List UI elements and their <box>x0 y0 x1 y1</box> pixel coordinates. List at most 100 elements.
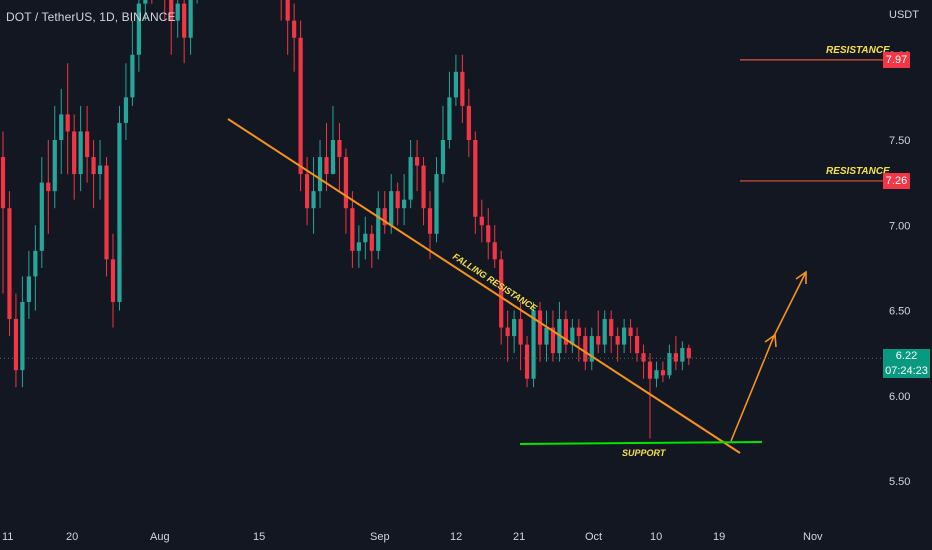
x-tick-label: Sep <box>370 531 390 543</box>
candle-body <box>647 361 653 379</box>
candle-body <box>460 71 465 106</box>
candle <box>492 225 497 268</box>
candle-body <box>660 370 666 376</box>
candle <box>182 0 187 64</box>
candle <box>343 148 349 234</box>
candle <box>557 301 562 362</box>
candle-countdown: 07:24:23 <box>885 365 928 378</box>
candle <box>65 63 70 175</box>
y-tick-label: 7.50 <box>889 135 910 147</box>
candle-body <box>33 250 38 277</box>
candle-body <box>59 114 64 140</box>
candle-body <box>615 336 620 345</box>
candle <box>686 344 691 366</box>
candle-body <box>641 353 646 362</box>
candle-body <box>317 157 323 192</box>
candle-body <box>408 157 413 200</box>
resistance-label-lower: RESISTANCE <box>826 166 890 177</box>
candle <box>0 131 6 294</box>
candle-body <box>447 97 452 140</box>
candle <box>292 3 297 72</box>
candle-body <box>622 327 627 345</box>
candle <box>78 105 83 192</box>
candle <box>447 71 452 149</box>
y-tick-label: 6.00 <box>889 391 910 403</box>
candle-body <box>544 327 549 345</box>
candle <box>680 341 685 371</box>
axis-layer: USDT10.5010.009.509.008.508.007.507.006.… <box>2 9 919 543</box>
candle-body <box>414 157 420 166</box>
candle-body <box>143 0 148 4</box>
candle-body <box>72 131 77 175</box>
projection-path <box>730 271 807 442</box>
x-tick-label: Aug <box>150 531 170 543</box>
candle-body <box>421 165 426 209</box>
x-tick-label: 21 <box>513 531 525 543</box>
candle <box>414 140 420 192</box>
candle-body <box>117 122 122 302</box>
candle <box>143 0 148 21</box>
candle <box>39 157 44 268</box>
candle-body <box>110 259 116 302</box>
candle-body <box>285 0 290 21</box>
support-line[interactable] <box>519 441 763 445</box>
x-tick-label: 19 <box>713 531 725 543</box>
candle <box>667 344 672 379</box>
candle <box>453 54 458 106</box>
candle-body <box>609 319 614 337</box>
candle <box>583 327 588 371</box>
candle <box>196 0 198 4</box>
candle <box>46 140 51 234</box>
candle-body <box>440 140 446 175</box>
candle-body <box>673 353 678 362</box>
candle <box>356 225 361 268</box>
candle <box>317 140 323 209</box>
candle-body <box>311 191 316 209</box>
candle <box>512 310 517 354</box>
y-tick-label: 6.50 <box>889 306 910 318</box>
candle-body <box>85 131 90 158</box>
candle-body <box>531 310 536 379</box>
x-tick-label: 10 <box>650 531 662 543</box>
falling-resistance-line[interactable] <box>227 118 741 454</box>
candle-body <box>634 336 640 354</box>
candle-body <box>343 157 349 209</box>
candle-body <box>518 319 523 345</box>
candle <box>110 233 116 328</box>
candle <box>596 310 601 354</box>
candle-body <box>78 131 83 175</box>
candle <box>589 327 594 371</box>
candle-body <box>350 208 355 251</box>
candle <box>324 122 329 192</box>
candle <box>460 54 465 123</box>
candle <box>622 319 627 354</box>
candle-body <box>473 140 478 217</box>
candle <box>151 0 153 4</box>
candle <box>408 140 413 209</box>
candle <box>369 225 374 268</box>
symbol-title[interactable]: DOT / TetherUS, 1D, BINANCE <box>6 10 176 24</box>
candle <box>427 191 433 260</box>
candle <box>421 157 426 226</box>
x-tick-label: Nov <box>803 531 823 543</box>
candle-body <box>376 208 381 251</box>
candle-body <box>13 319 19 371</box>
candle-body <box>389 191 394 226</box>
support-label: SUPPORT <box>622 448 667 458</box>
candle-body <box>175 3 180 21</box>
candle-body <box>356 242 361 251</box>
candle <box>609 310 614 354</box>
candle-body <box>667 353 672 376</box>
x-tick-label: 11 <box>2 531 13 543</box>
candle <box>130 20 135 106</box>
candle-body <box>7 208 12 320</box>
candle <box>285 0 290 55</box>
candle <box>363 216 368 260</box>
candle-body <box>654 370 659 379</box>
candle <box>311 157 316 234</box>
candle-body <box>583 336 588 362</box>
candle-body <box>26 276 31 302</box>
x-tick-label: 20 <box>66 531 78 543</box>
candle-body <box>52 140 57 192</box>
